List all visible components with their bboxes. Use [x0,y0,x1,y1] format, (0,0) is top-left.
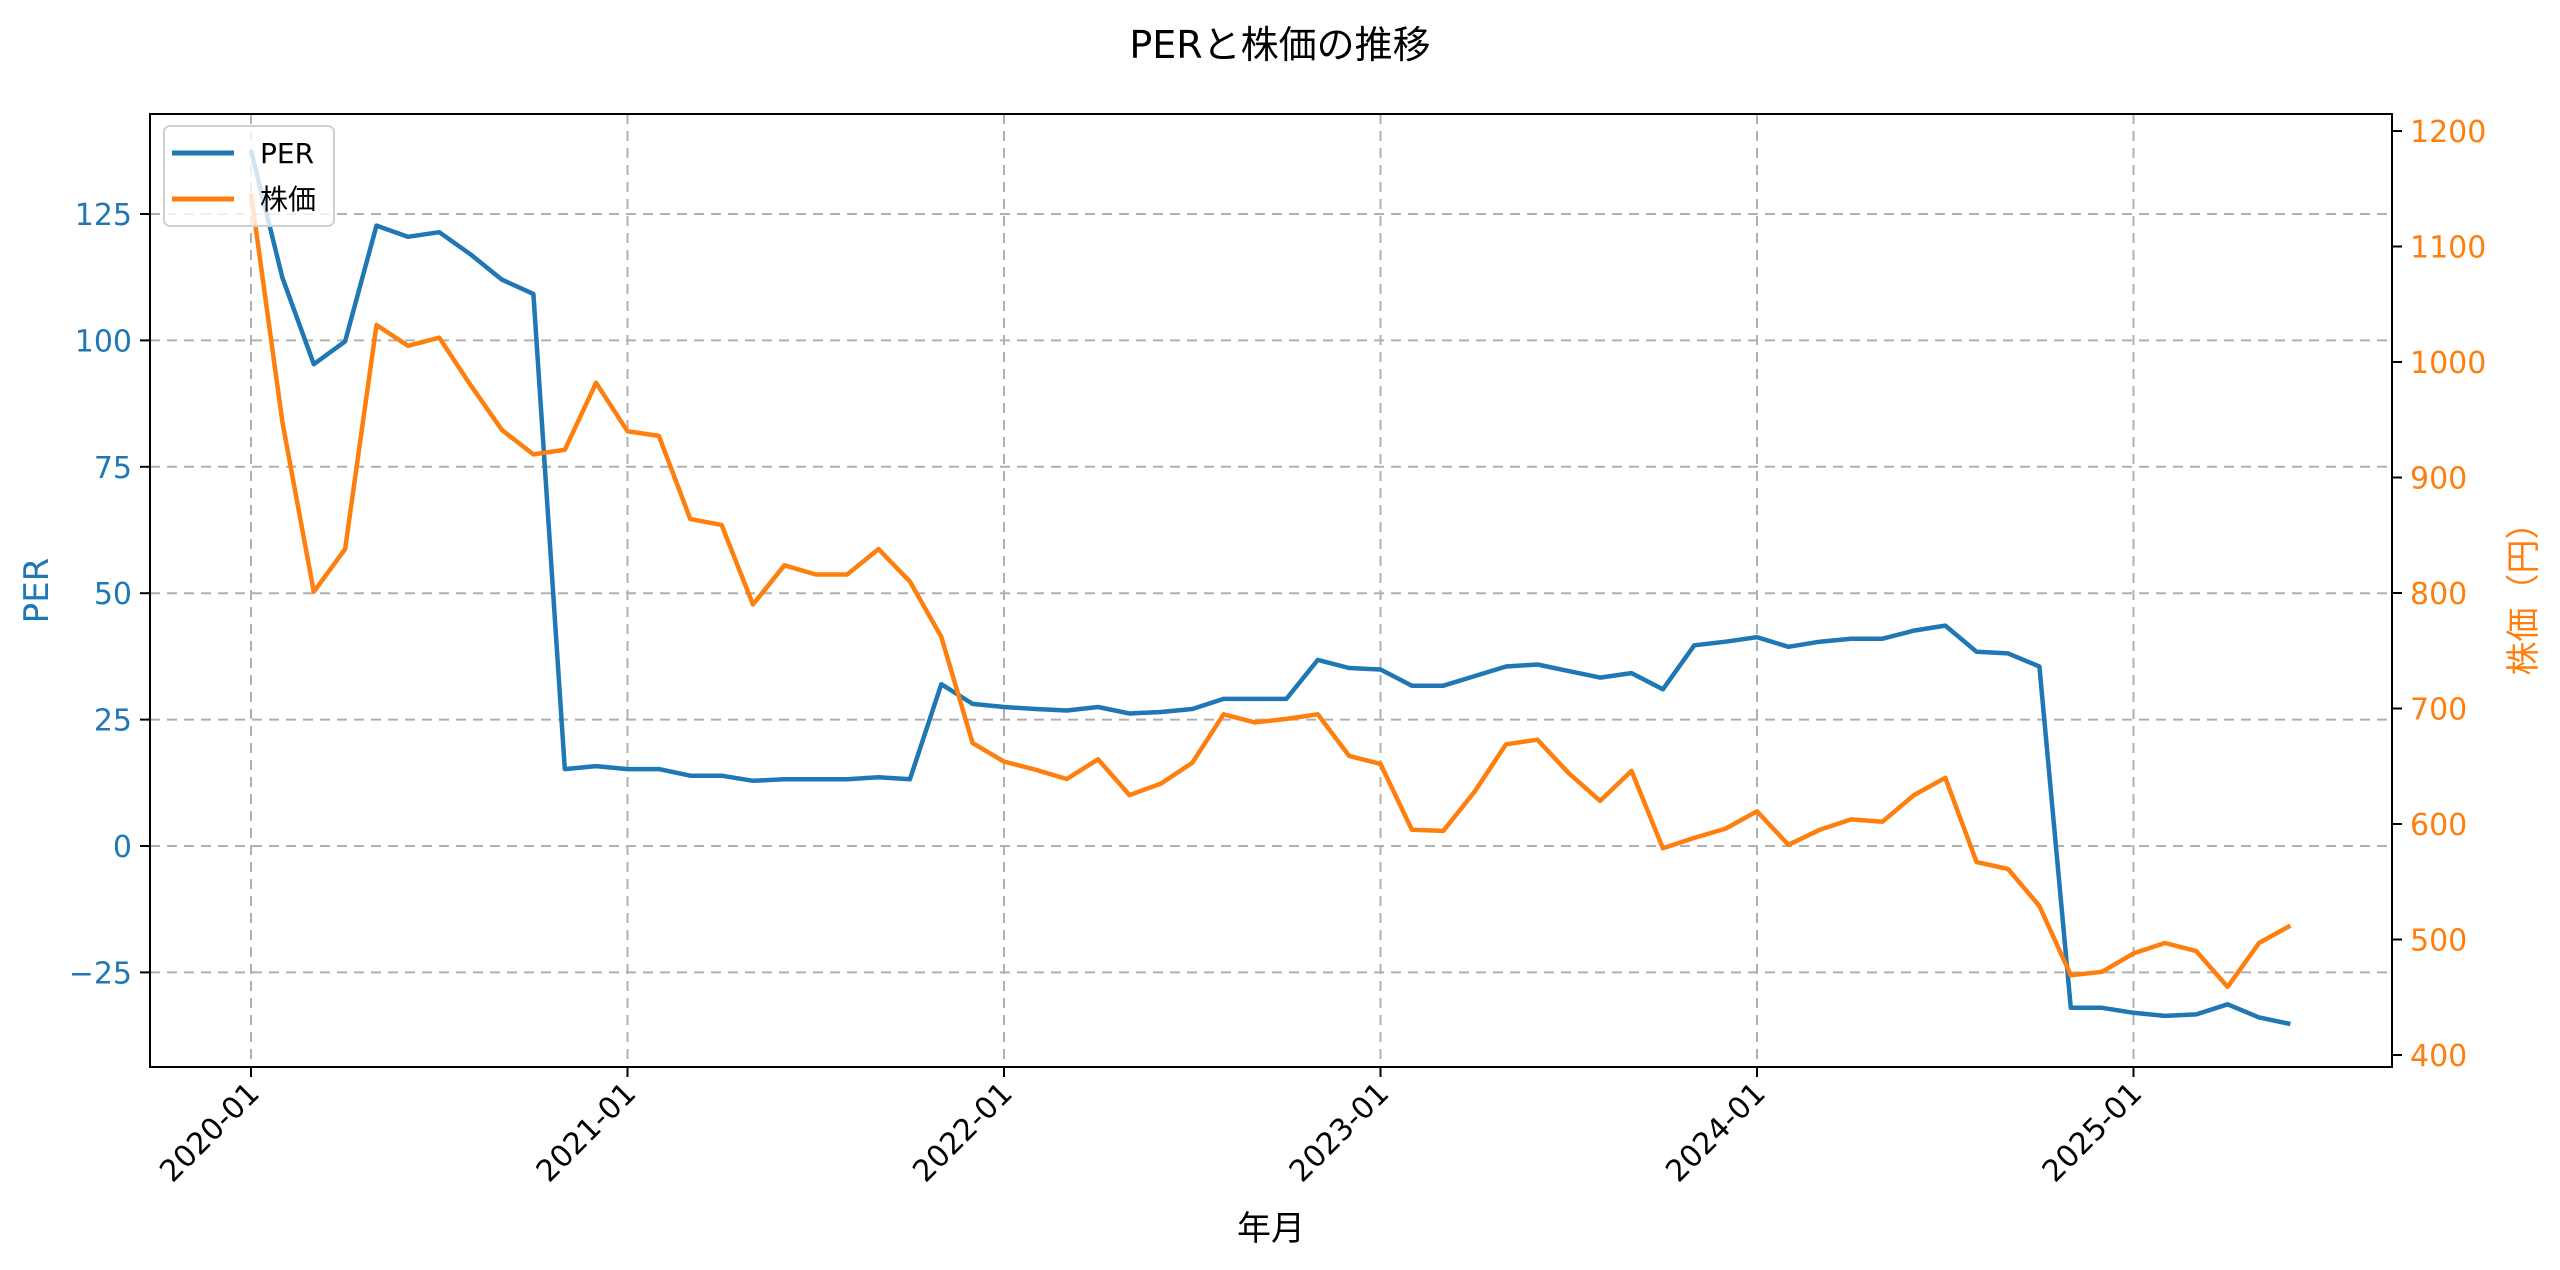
chart-title: PERと株価の推移 [1129,23,1431,67]
series-line-per [248,149,2291,1027]
y-right-tick-label: 600 [2410,808,2467,843]
y-left-tick-label: −25 [69,956,132,991]
y-left-tick-label: 0 [113,830,132,865]
y-right-tick-label: 1000 [2410,346,2486,381]
x-tick-label: 2022-01 [906,1076,1019,1189]
y-left-tick-label: 25 [94,704,132,739]
y-left-tick-label: 100 [75,324,132,359]
y-left-tick-label: 50 [94,577,132,612]
y-left-axis-label: PER [17,558,57,624]
series-line-price [248,193,2292,990]
axes: 2020-01 2021-01 2022-01 2023-01 2024-01 2025-… [17,115,2544,1249]
x-tick-label: 2020-01 [153,1076,266,1189]
x-tick-label: 2025-01 [2036,1076,2149,1189]
y-right-tick-label: 700 [2410,693,2467,728]
x-axis-label: 年月 [1237,1209,1305,1249]
legend: PER 株価 [163,125,335,227]
y-right-axis-label: 株価（円） [2504,506,2544,676]
legend-label: 株価 [260,183,316,216]
x-tick-label: 2024-01 [1659,1076,1772,1189]
series-lines [248,149,2292,1027]
y-right-tick-label: 1200 [2410,115,2486,150]
y-right-tick-label: 400 [2410,1039,2467,1074]
y-right-tick-label: 500 [2410,924,2467,959]
legend-label: PER [260,137,314,170]
y-left-tick-label: 125 [75,198,132,233]
y-right-tick-label: 1100 [2410,231,2486,266]
plot-frame [149,113,2393,1068]
x-tick-label: 2023-01 [1283,1076,1396,1189]
y-left-tick-label: 75 [94,451,132,486]
y-right-tick-label: 800 [2410,577,2467,612]
x-tick-label: 2021-01 [530,1076,643,1189]
y-right-tick-label: 900 [2410,462,2467,497]
grid-lines [150,114,2392,1067]
